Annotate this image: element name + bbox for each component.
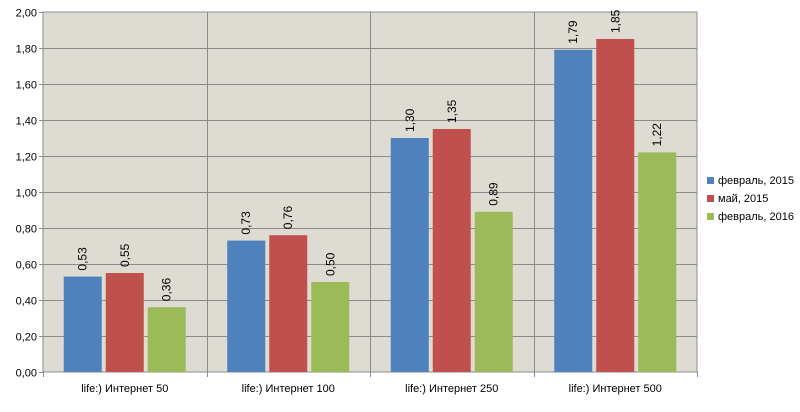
legend-label: май, 2015 (718, 193, 768, 205)
bar (269, 235, 308, 372)
legend-swatch (707, 195, 714, 202)
y-tick-label: 0,00 (16, 368, 37, 380)
y-tick-label: 1,60 (16, 80, 37, 92)
data-label: 0,53 (76, 247, 90, 271)
data-label: 0,73 (239, 211, 253, 235)
data-label: 1,79 (566, 20, 580, 44)
bar (311, 282, 350, 372)
bar (63, 276, 102, 372)
data-label: 0,36 (160, 278, 174, 302)
legend-swatch (707, 213, 714, 220)
legend-label: февраль, 2015 (718, 175, 794, 187)
category-label: life:) Интернет 500 (569, 383, 662, 395)
data-label: 1,30 (403, 108, 417, 132)
data-label: 0,76 (281, 206, 295, 230)
y-tick-label: 0,20 (16, 332, 37, 344)
data-label: 1,22 (650, 123, 664, 147)
y-tick-label: 1,20 (16, 152, 37, 164)
bar (638, 152, 677, 372)
legend-swatch (707, 177, 714, 184)
y-tick-label: 1,40 (16, 116, 37, 128)
y-tick-label: 1,00 (16, 188, 37, 200)
legend-label: февраль, 2016 (718, 211, 794, 223)
data-label: 1,85 (608, 9, 622, 33)
y-tick-label: 0,80 (16, 224, 37, 236)
data-label: 0,89 (487, 182, 501, 206)
data-label: 0,55 (118, 243, 132, 267)
bar (432, 129, 471, 372)
category-label: life:) Интернет 250 (405, 383, 498, 395)
bar (596, 39, 635, 372)
data-label: 1,35 (445, 99, 459, 123)
bar (390, 138, 429, 372)
bar (554, 49, 593, 373)
y-tick-label: 2,00 (16, 8, 37, 20)
category-label: life:) Интернет 100 (242, 383, 335, 395)
y-tick-label: 0,40 (16, 296, 37, 308)
bar (474, 211, 513, 372)
y-tick-label: 1,80 (16, 44, 37, 56)
bar (147, 307, 186, 372)
data-label: 0,50 (323, 252, 337, 276)
bar (227, 240, 266, 372)
category-label: life:) Интернет 50 (81, 383, 168, 395)
y-tick-label: 0,60 (16, 260, 37, 272)
bar (105, 273, 144, 372)
